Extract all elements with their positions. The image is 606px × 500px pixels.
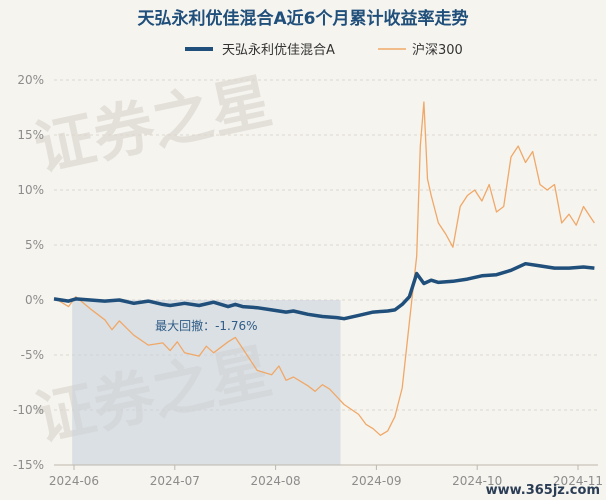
legend-label-hs300: 沪深300 xyxy=(412,42,463,58)
y-tick-label: 10% xyxy=(17,183,44,197)
y-tick-label: 0% xyxy=(25,293,44,307)
x-tick-label: 2024-06 xyxy=(49,474,99,488)
x-tick-label: 2024-07 xyxy=(150,474,200,488)
y-tick-label: -5% xyxy=(21,348,44,362)
x-tick-label: 2024-09 xyxy=(351,474,401,488)
series-lines xyxy=(53,101,595,436)
site-label: www.365jz.com xyxy=(486,483,600,498)
drawdown-region: 最大回撤：-1.76% xyxy=(72,300,341,465)
y-tick-label: 15% xyxy=(17,128,44,142)
series-line-hs300 xyxy=(53,101,595,436)
y-tick-label: -15% xyxy=(13,458,44,472)
chart-title: 天弘永利优佳混合A近6个月累计收益率走势 xyxy=(138,8,469,29)
watermark-text-1: 证券之星 xyxy=(29,66,278,184)
x-tick-label: 2024-08 xyxy=(251,474,301,488)
y-tick-label: 20% xyxy=(17,73,44,87)
legend: 天弘永利优佳混合A 沪深300 xyxy=(185,42,463,58)
series-line-fund xyxy=(53,261,595,321)
y-tick-label: 5% xyxy=(25,238,44,252)
x-tick-label: 2024-10 xyxy=(452,474,502,488)
x-axis: 2024-06 2024-07 2024-08 2024-09 2024-10 2024-… xyxy=(49,464,603,488)
x-tick-label: 2024-11 xyxy=(553,474,603,488)
y-tick-label: -10% xyxy=(13,403,44,417)
drawdown-shade xyxy=(72,300,341,465)
y-axis: 20% 15% 10% 5% 0% -5% -10% -15% xyxy=(13,73,44,472)
legend-label-fund: 天弘永利优佳混合A xyxy=(222,43,335,58)
drawdown-label: 最大回撤：-1.76% xyxy=(155,318,257,333)
